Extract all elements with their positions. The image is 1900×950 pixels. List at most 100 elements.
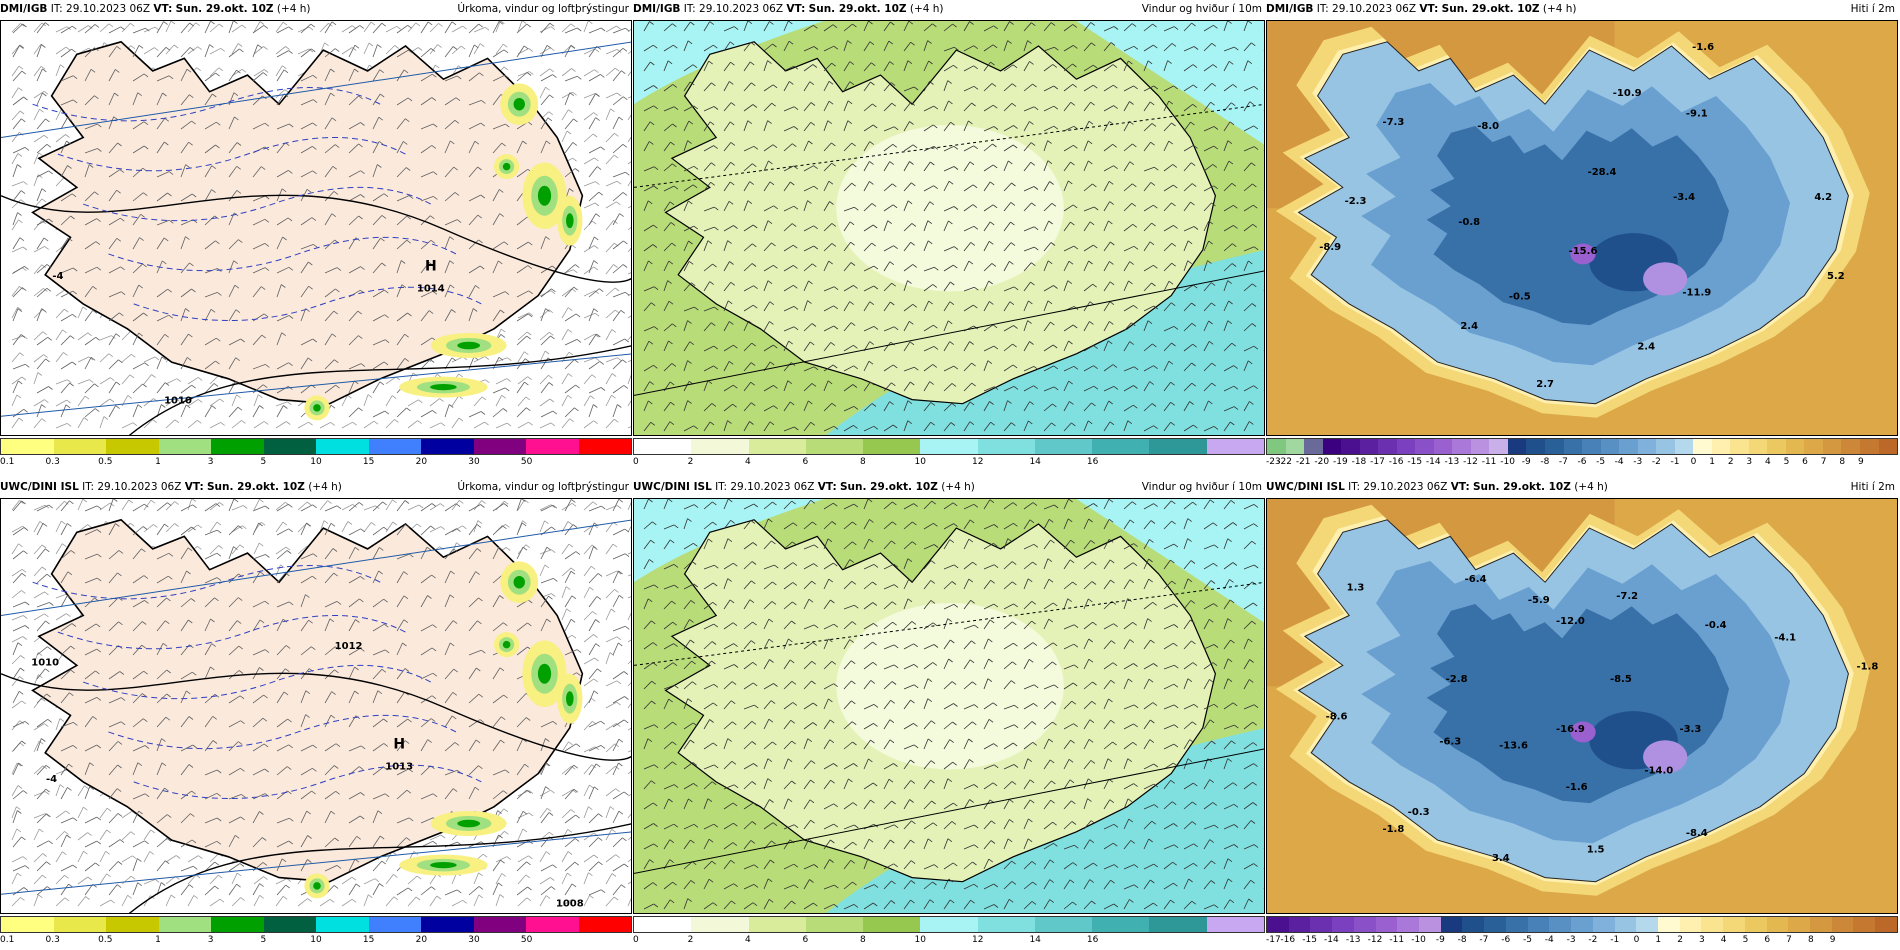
temperature-contour xyxy=(82,186,431,222)
map-value-label: -14.0 xyxy=(1644,766,1673,777)
colorbar-swatch xyxy=(1822,439,1842,454)
colorbar-swatch xyxy=(920,439,978,454)
map-value-label: -2.3 xyxy=(1345,196,1367,207)
isobar xyxy=(128,345,631,435)
map-panel-top-right: DMI/IGB IT: 29.10.2023 06Z VT: Sun. 29.o… xyxy=(1266,0,1898,470)
colorbar: 0.1 0.3 0.5 1 3 5 10 15 20 30 50 xyxy=(0,916,632,948)
vt-value: Sun. 29.okt. 10Z xyxy=(808,3,907,15)
colorbar-tick: 6 xyxy=(1802,457,1808,467)
colorbar-tick: -23 xyxy=(1266,457,1281,467)
wind-barbs xyxy=(12,21,630,418)
colorbar-tick: -3 xyxy=(1566,935,1576,945)
colorbar: 0.1 0.3 0.5 1 3 5 10 15 20 30 50 xyxy=(0,438,632,470)
map-value-label: 1013 xyxy=(385,761,413,772)
colorbar-swatch xyxy=(1341,439,1360,454)
colorbar-swatch xyxy=(1788,917,1810,932)
precip-heavy xyxy=(537,185,552,206)
colorbar-swatch xyxy=(1600,439,1620,454)
map-value-label: 2.7 xyxy=(1536,379,1554,390)
colorbar-swatch xyxy=(1397,917,1420,932)
colorbar-swatch xyxy=(263,917,316,932)
it-value: 29.10.2023 06Z xyxy=(1332,3,1417,15)
colorbar-tick: 0.3 xyxy=(45,457,60,467)
map-value-label: -10.9 xyxy=(1613,88,1642,99)
colorbar-tick: 5 xyxy=(1742,935,1749,945)
colorbar-swatch xyxy=(53,439,106,454)
colorbar-tick: 8 xyxy=(1839,457,1846,467)
colorbar-tick: 10 xyxy=(914,935,926,945)
colorbar-swatch xyxy=(1092,917,1150,932)
colorbar-swatch xyxy=(1693,439,1712,454)
colorbar-tick: 0.3 xyxy=(45,935,60,945)
colorbar-tick: 1 xyxy=(155,457,161,467)
colorbar-tick: 6 xyxy=(802,935,809,945)
colorbar-tick: -22 xyxy=(1277,457,1292,467)
colorbar-tick: 16 xyxy=(1086,457,1099,467)
colorbar-tick: -4 xyxy=(1544,935,1554,945)
colorbar-swatch xyxy=(1766,917,1789,932)
colorbar-swatch xyxy=(1419,917,1441,932)
colorbar-swatch xyxy=(1505,917,1528,932)
vt-value: Sun. 29.okt. 10Z xyxy=(1441,3,1540,15)
colorbar-tick: -10 xyxy=(1411,935,1426,945)
it-label: IT: xyxy=(1348,481,1361,493)
field-name: Úrkoma, vindur og loftþrýstingur xyxy=(457,3,629,15)
map-value-label: 4.2 xyxy=(1814,192,1832,203)
colorbar-tick: 2 xyxy=(1677,935,1683,945)
colorbar-swatch xyxy=(53,917,106,932)
colorbar-swatch xyxy=(634,917,692,932)
colorbar-swatch xyxy=(1875,917,1897,932)
colorbar-tick: 6 xyxy=(802,457,809,467)
map-value-label: -8.9 xyxy=(1319,242,1341,253)
colorbar-tick: -7 xyxy=(1558,457,1568,467)
map-value-label: -6.3 xyxy=(1439,736,1461,747)
colorbar-tick: 3 xyxy=(207,935,214,945)
map-panel-bottom-right: UWC/DINI ISL IT: 29.10.2023 06Z VT: Sun.… xyxy=(1266,478,1898,948)
colorbar-tick: -17 xyxy=(1370,457,1385,467)
colorbar: -17 -16 -15 -14 -13 -12 -11 -10 -9 -8 -7 -6 -5 -4 -3 -2… xyxy=(1266,916,1898,948)
colorbar-swatch xyxy=(1507,439,1527,454)
colorbar-swatch xyxy=(634,439,692,454)
model-source: UWC/DINI ISL xyxy=(1266,481,1345,493)
map-value-label: -0.8 xyxy=(1458,217,1480,228)
colorbar-swatch xyxy=(1592,917,1615,932)
colorbar-tick: 15 xyxy=(362,935,375,945)
panel-title: UWC/DINI ISL IT: 29.10.2023 06Z VT: Sun.… xyxy=(633,478,1265,496)
colorbar-tick: -1 xyxy=(1610,935,1620,945)
lead-time: (+4 h) xyxy=(1542,3,1577,15)
colorbar-tick: -11 xyxy=(1389,935,1405,945)
colorbar-tick: 8 xyxy=(859,935,866,945)
colorbar-swatch xyxy=(1092,439,1150,454)
colorbar-tick: 0 xyxy=(633,457,639,467)
precip-heavy xyxy=(513,97,525,111)
colorbar-swatch xyxy=(421,439,474,454)
colorbar-swatch xyxy=(421,917,474,932)
colorbar-swatch xyxy=(1526,439,1545,454)
map-panel-bottom-middle: UWC/DINI ISL IT: 29.10.2023 06Z VT: Sun.… xyxy=(633,478,1265,948)
vt-label: VT: xyxy=(184,481,204,493)
colorbar-tick: -12 xyxy=(1367,935,1383,945)
colorbar-tick: 10 xyxy=(914,457,926,467)
colorbar-swatch xyxy=(368,917,421,932)
temperature-contour xyxy=(57,137,406,172)
colorbar-swatch xyxy=(1484,917,1506,932)
map-value-label: -13.6 xyxy=(1499,741,1528,752)
colorbar-swatch xyxy=(1267,439,1286,454)
colorbar-tick: 10 xyxy=(310,935,322,945)
lead-time: (+4 h) xyxy=(1574,481,1608,493)
model-source: DMI/IGB xyxy=(1266,3,1314,15)
map-value-label: 1.5 xyxy=(1587,845,1605,856)
colorbar-tick: -6 xyxy=(1577,457,1587,467)
colorbar-tick: 4 xyxy=(1720,935,1727,945)
colorbar-tick: -8 xyxy=(1540,457,1550,467)
temperature-contour xyxy=(108,714,457,750)
colorbar-swatch xyxy=(1767,439,1786,454)
colorbar-swatch xyxy=(1332,917,1354,932)
map-value-label: -0.3 xyxy=(1408,807,1430,818)
colorbar-tick: 12 xyxy=(971,457,984,467)
colorbar-tick: -20 xyxy=(1314,457,1330,467)
vt-label: VT: xyxy=(1450,481,1470,493)
map-value-label: 1008 xyxy=(556,899,584,910)
map-value-label: -8.6 xyxy=(1326,712,1348,723)
map-value-label: -0.4 xyxy=(1705,620,1727,631)
